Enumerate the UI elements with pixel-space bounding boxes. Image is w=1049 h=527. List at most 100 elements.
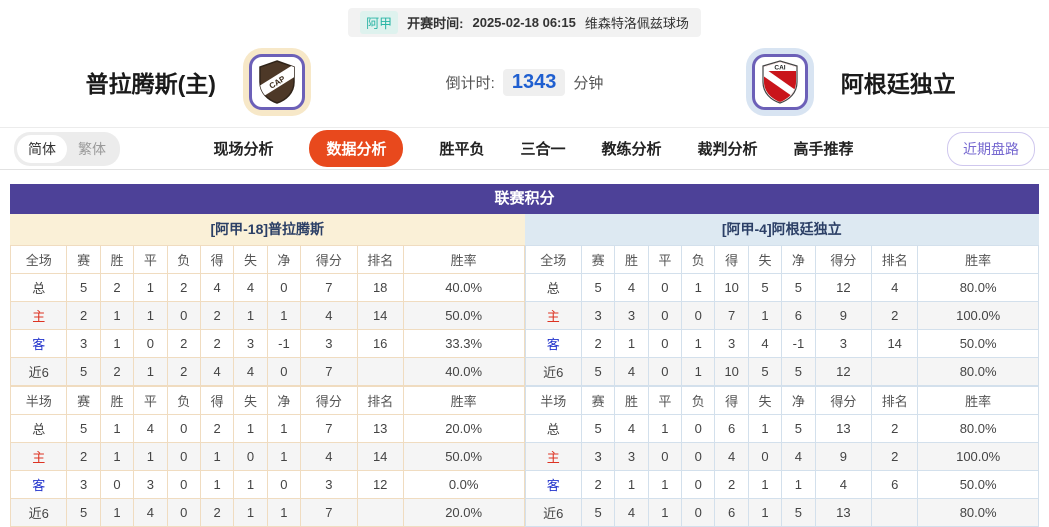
stats-tables: [阿甲-18]普拉腾斯 全场赛胜平负得失净得分 排名 胜率总 5 2 1 2 4 4 0 7 18 40… — [9, 214, 1040, 527]
stat-cell: 1 — [681, 329, 716, 358]
lang-traditional[interactable]: 繁体 — [78, 140, 106, 157]
stats-row: 总 5 4 1 0 6 1 5 13 2 80.0% — [524, 414, 1039, 443]
away-team-logo: CAI — [751, 54, 808, 110]
row-label-recent: 近6 — [9, 498, 68, 527]
stat-cell: 14 — [356, 301, 404, 330]
stats-table: 半场赛胜平负得失净得分 排名 胜率总 5 4 1 0 6 1 5 13 2 80.0% 主 3 3 0 0 4 0 4 9… — [524, 386, 1040, 527]
stat-cell: 5 — [781, 357, 816, 386]
stat-cell: 18 — [356, 273, 404, 302]
language-toggle: 简体 繁体 — [14, 131, 120, 166]
stat-cell: 80.0% — [917, 273, 1039, 302]
stat-cell: 1 — [747, 301, 783, 330]
stat-cell: 1 — [747, 470, 783, 499]
stat-cell: 0 — [166, 414, 201, 443]
stat-cell: 5 — [66, 414, 101, 443]
stat-cell: 0.0% — [402, 470, 525, 499]
svg-text:CAI: CAI — [774, 65, 785, 72]
tab-referee-analysis[interactable]: 裁判分析 — [697, 141, 758, 158]
stat-cell: 0 — [166, 442, 201, 471]
stat-cell: 5 — [580, 414, 616, 443]
kickoff-label: 开赛时间: — [407, 16, 464, 31]
stat-cell: 20.0% — [402, 414, 525, 443]
away-team-name: 阿根廷独立 — [840, 71, 956, 97]
stat-cell: 5 — [747, 273, 783, 302]
stat-cell: 1 — [133, 301, 168, 330]
stat-cell: 1 — [99, 498, 135, 527]
stat-cell: 3 — [814, 329, 873, 358]
stat-cell: 0 — [647, 301, 683, 330]
row-label-recent: 近6 — [524, 357, 582, 386]
stats-header-row: 全场赛胜平负得失净得分 排名 胜率 — [9, 245, 525, 274]
column-header: 失 — [233, 245, 268, 274]
stats-row: 主 2 1 1 0 2 1 1 4 14 50.0% — [9, 301, 525, 330]
home-shield-icon: CAP — [259, 60, 295, 104]
stat-cell: 1 — [647, 470, 683, 499]
stats-row: 客 2 1 0 1 3 4 -1 3 14 50.0% — [524, 329, 1039, 358]
stat-cell: 1 — [199, 442, 235, 471]
stat-cell: 1 — [266, 442, 302, 471]
stat-cell: 0 — [681, 442, 716, 471]
match-info-chip: 阿甲 开赛时间: 2025-02-18 06:15 维森特洛佩兹球场 — [348, 8, 701, 37]
stat-cell: 1 — [266, 301, 302, 330]
home-team-logo: CAP — [248, 54, 305, 110]
stat-cell: 20.0% — [402, 498, 525, 527]
row-label-total: 总 — [9, 273, 68, 302]
stat-cell: 4 — [747, 329, 783, 358]
stat-cell — [356, 498, 404, 527]
away-shield-icon: CAI — [762, 60, 798, 104]
column-header: 排名 — [871, 386, 919, 415]
stat-cell: 13 — [814, 414, 873, 443]
stat-cell: 1 — [681, 273, 716, 302]
stats-row: 总 5 2 1 2 4 4 0 7 18 40.0% — [9, 273, 525, 302]
tab-three-in-one[interactable]: 三合一 — [520, 141, 566, 158]
stat-cell: 1 — [99, 442, 135, 471]
column-header: 胜率 — [917, 245, 1039, 274]
column-header: 胜率 — [402, 386, 525, 415]
stat-cell: 1 — [614, 470, 649, 499]
tab-live-analysis[interactable]: 现场分析 — [213, 141, 274, 158]
stat-cell: 4 — [300, 301, 358, 330]
row-label-away: 客 — [9, 329, 68, 358]
stat-cell: 0 — [647, 442, 683, 471]
stat-cell: 80.0% — [917, 414, 1039, 443]
tab-data-analysis[interactable]: 数据分析 — [309, 130, 404, 167]
stat-cell: 0 — [647, 357, 683, 386]
lang-simplified[interactable]: 简体 — [17, 134, 67, 163]
stat-cell: 0 — [166, 470, 201, 499]
stat-cell: 100.0% — [917, 301, 1039, 330]
league-points-panel: 联赛积分 [阿甲-18]普拉腾斯 全场赛胜平负得失净得分 排名 胜率总 5 2 1 2 4 4 0… — [9, 184, 1040, 527]
stat-cell: 3 — [66, 470, 101, 499]
stat-cell: 10 — [714, 357, 749, 386]
stat-cell: 2 — [199, 414, 235, 443]
tab-expert-picks[interactable]: 高手推荐 — [793, 141, 854, 158]
row-label-home: 主 — [9, 442, 68, 471]
stats-row: 客 2 1 1 0 2 1 1 4 6 50.0% — [524, 470, 1039, 499]
stat-cell: 1 — [233, 301, 268, 330]
stat-cell: 1 — [99, 329, 135, 358]
row-label-home: 主 — [9, 301, 68, 330]
row-label-away: 客 — [524, 329, 582, 358]
stat-cell: 0 — [747, 442, 783, 471]
home-team-subtitle: [阿甲-18]普拉腾斯 — [10, 214, 525, 245]
stat-cell: 7 — [714, 301, 749, 330]
recent-trends-button[interactable]: 近期盘路 — [947, 131, 1035, 166]
stat-cell: 1 — [233, 414, 268, 443]
stat-cell: 2 — [199, 329, 235, 358]
stat-cell: 4 — [614, 357, 649, 386]
tab-win-draw-lose[interactable]: 胜平负 — [439, 141, 485, 158]
stat-cell: 5 — [580, 357, 616, 386]
away-team-subtitle: [阿甲-4]阿根廷独立 — [524, 214, 1039, 245]
stat-cell: 5 — [580, 273, 616, 302]
column-header: 平 — [133, 386, 168, 415]
stat-cell: 2 — [871, 414, 919, 443]
tab-coach-analysis[interactable]: 教练分析 — [601, 141, 662, 158]
countdown-label: 倒计时: — [445, 74, 495, 92]
match-info-bar: 阿甲 开赛时间: 2025-02-18 06:15 维森特洛佩兹球场 — [0, 0, 1049, 37]
stat-cell: 80.0% — [917, 498, 1039, 527]
stat-cell: 3 — [133, 470, 168, 499]
stat-cell: 1 — [781, 470, 816, 499]
column-header: 净 — [266, 245, 302, 274]
stat-cell: 0 — [681, 470, 716, 499]
column-header: 平 — [647, 245, 683, 274]
stat-cell: 1 — [133, 273, 168, 302]
